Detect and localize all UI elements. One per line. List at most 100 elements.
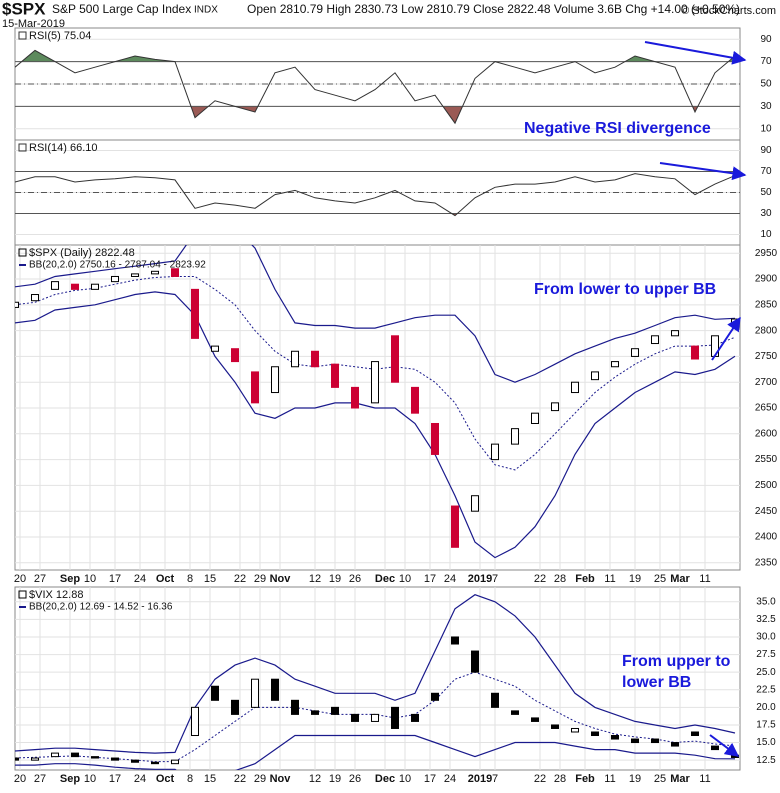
x-tick-label: 24 <box>134 773 146 785</box>
x-tick-label: 28 <box>554 573 566 585</box>
x-tick-label: 27 <box>34 573 46 585</box>
x-tick-label: 29 <box>254 573 266 585</box>
x-tick-label: 25 <box>654 773 666 785</box>
y-tick-label: 22.5 <box>756 684 776 695</box>
y-tick-label: 2850 <box>755 299 778 310</box>
x-tick-label: 2019 <box>468 573 492 585</box>
x-tick-label: 17 <box>424 773 436 785</box>
candle-body <box>411 713 419 722</box>
candle-body <box>551 724 559 729</box>
candle-body <box>191 288 199 339</box>
legend-label: $SPX (Daily) 2822.48 <box>29 247 135 259</box>
candle-body <box>571 727 579 733</box>
x-tick-label: Mar <box>670 773 690 785</box>
y-tick-label: 2550 <box>755 454 778 465</box>
candle-body <box>491 443 499 461</box>
candle-body <box>131 273 139 277</box>
y-tick-label: 32.5 <box>756 614 776 625</box>
x-tick-label: 12 <box>309 773 321 785</box>
y-tick-label: 50 <box>760 79 772 90</box>
y-tick-label: 2450 <box>755 506 778 517</box>
candle-body <box>231 699 239 715</box>
y-tick-label: 10 <box>760 229 772 240</box>
candle-body <box>651 738 659 744</box>
candle-body <box>171 759 179 765</box>
candle-body <box>431 422 439 455</box>
candle-body <box>111 275 119 283</box>
candle-body <box>15 757 19 761</box>
x-tick-label: 15 <box>204 773 216 785</box>
quote: Open 2810.79 High 2830.73 Low 2810.79 Cl… <box>247 2 740 16</box>
candle-body <box>511 428 519 445</box>
candle-body <box>151 761 159 765</box>
divergence-arrow <box>659 162 747 181</box>
candle-body <box>251 371 259 404</box>
candle-body <box>631 348 639 357</box>
x-tick-label: 26 <box>349 773 361 785</box>
legend-label: RSI(5) 75.04 <box>29 30 91 42</box>
candle-body <box>71 283 79 290</box>
candle-body <box>51 281 59 290</box>
x-tick-label: Oct <box>156 773 175 785</box>
y-tick-label: 2650 <box>755 403 778 414</box>
candle-body <box>371 713 379 722</box>
trend-arrow <box>709 734 740 757</box>
y-tick-label: 35.0 <box>756 596 776 607</box>
x-tick-label: 19 <box>629 573 641 585</box>
candle-body <box>471 495 479 512</box>
x-tick-label: 10 <box>399 773 411 785</box>
y-tick-label: 30.0 <box>756 632 776 643</box>
x-tick-label: 22 <box>534 573 546 585</box>
x-tick-label: Oct <box>156 573 175 585</box>
y-tick-label: 2750 <box>755 351 778 362</box>
rsi-line <box>15 49 736 125</box>
candle-body <box>151 270 159 275</box>
y-tick-label: 30 <box>760 208 772 219</box>
y-tick-label: 90 <box>760 34 772 45</box>
candle-body <box>371 361 379 404</box>
y-tick-label: 2350 <box>755 557 778 568</box>
candle-body <box>31 757 39 761</box>
candle-body <box>651 335 659 345</box>
candle-body <box>491 692 499 708</box>
candle-body <box>531 412 539 424</box>
y-tick-label: 2700 <box>755 377 778 388</box>
instrument-name: S&P 500 Large Cap Index <box>52 2 191 16</box>
x-tick-label: 10 <box>84 573 96 585</box>
trend-arrow <box>711 316 741 361</box>
x-tick-label: 22 <box>534 773 546 785</box>
candle-body <box>691 731 699 737</box>
x-tick-label: 12 <box>309 573 321 585</box>
candle-body <box>571 381 579 394</box>
x-tick-label: 24 <box>444 573 456 585</box>
candle-body <box>711 745 719 751</box>
candle-body <box>471 650 479 673</box>
x-tick-label: 20 <box>14 573 26 585</box>
bollinger-upper <box>15 245 736 383</box>
x-tick-label: 10 <box>84 773 96 785</box>
x-tick-label: 24 <box>134 573 146 585</box>
annotation: From lower to upper BB <box>534 281 717 298</box>
legend-swatch <box>18 248 27 257</box>
candle-body <box>391 706 399 729</box>
annotation: From upper to lower BB <box>622 653 731 691</box>
candle-body <box>231 348 239 363</box>
x-tick-label: 22 <box>234 773 246 785</box>
y-tick-label: 12.5 <box>756 755 776 766</box>
candle-body <box>611 361 619 368</box>
legend-swatch <box>18 143 27 152</box>
candle-body <box>351 386 359 409</box>
y-tick-label: 90 <box>760 145 772 156</box>
x-tick-label: 15 <box>204 573 216 585</box>
x-tick-label: 19 <box>329 773 341 785</box>
candle-body <box>211 345 219 352</box>
candle-body <box>271 678 279 701</box>
y-tick-label: 2800 <box>755 325 778 336</box>
y-tick-label: 70 <box>760 166 772 177</box>
x-tick-label: Mar <box>670 573 690 585</box>
candle-body <box>331 706 339 715</box>
panel-frame <box>14 586 741 771</box>
symbol: $SPX <box>2 0 46 18</box>
x-tick-label: Nov <box>270 573 292 585</box>
